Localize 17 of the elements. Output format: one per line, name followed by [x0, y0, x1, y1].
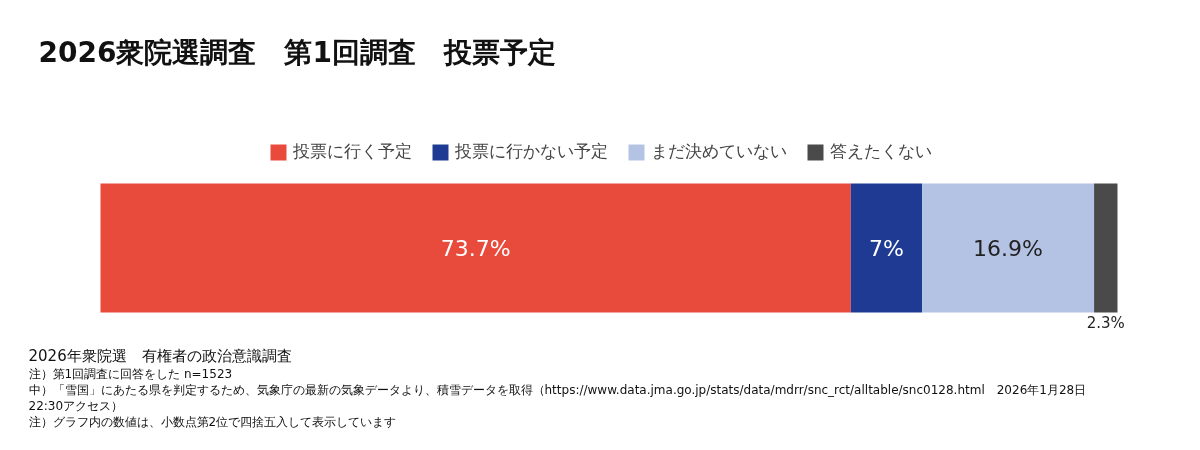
text: 2026年衆院選 有権者の政治意識調査: [28, 346, 292, 365]
bar: [922, 183, 1095, 313]
legend-label: まだ決めていない: [651, 140, 787, 163]
data-label: 73.7%: [440, 235, 511, 261]
data-label: 16.9%: [973, 235, 1044, 261]
legend-label: 投票に行かない予定: [455, 140, 608, 163]
data-label: 7%: [868, 235, 904, 261]
chart-title: 2026衆院選調査 第1回調査 投票予定: [38, 36, 556, 69]
text: 注）グラフ内の数値は、小数点第2位で四捨五入して表示しています: [28, 414, 397, 429]
bar: [850, 183, 923, 313]
data-label: 2.3%: [1086, 313, 1125, 332]
text: 中）「雪国」にあたる県を判定するため、気象庁の最新の気象データより、積雪データを取得（https://www.data.jma.go.jp/stats/data/mdrr/snc_rct/alltable/snc0128.html 2026年1月28日 22:30アクセス）: [28, 382, 1087, 413]
legend-label: 投票に行く予定: [293, 140, 412, 163]
legend-label: 答えたくない: [830, 140, 932, 163]
bar: [1094, 183, 1118, 313]
bar: [100, 183, 851, 313]
text: 注）第1回調査に回答をした n=1523: [28, 366, 233, 381]
